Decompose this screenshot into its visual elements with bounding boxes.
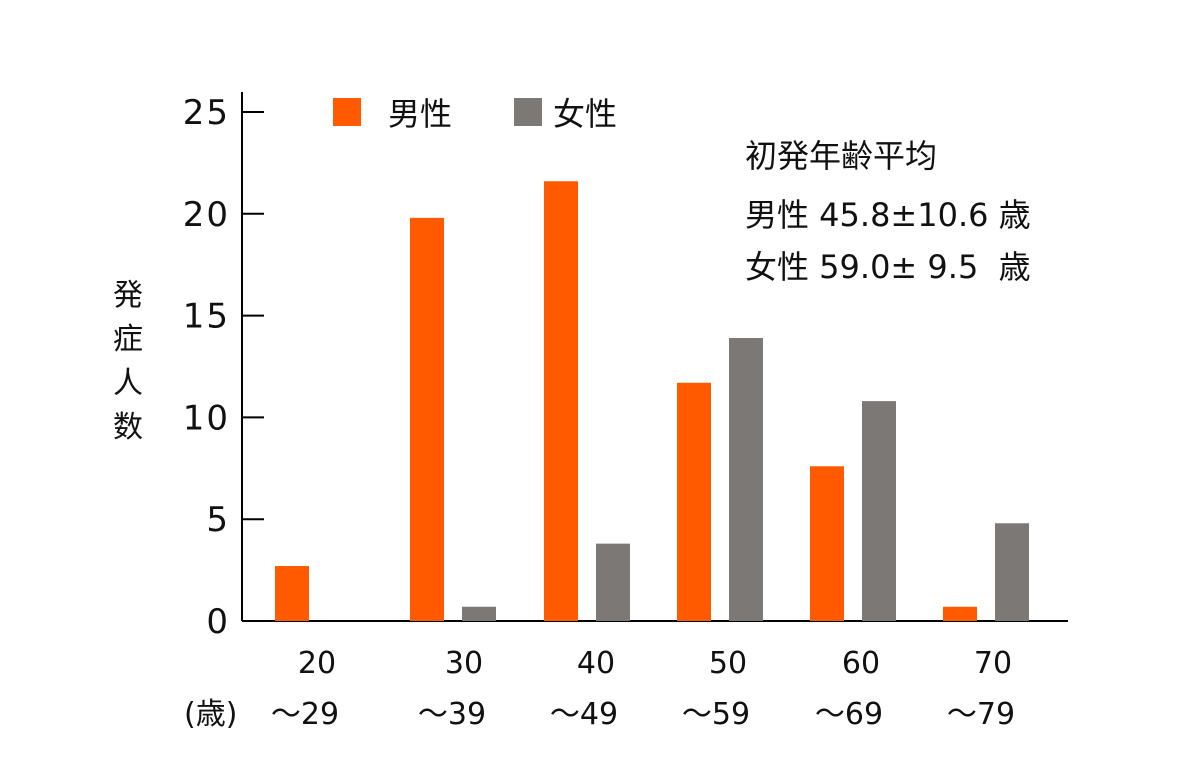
y-axis-label-char: 症 <box>113 322 143 357</box>
bar-male-50 <box>677 382 711 621</box>
bar-male-40 <box>544 181 578 621</box>
bars <box>275 181 1029 621</box>
x-category-bottom: ～29 <box>271 697 339 732</box>
bar-male-30 <box>410 217 444 621</box>
bar-female-50 <box>729 337 763 621</box>
y-tick-label: 20 <box>183 195 230 235</box>
x-category-bottom: ～69 <box>815 697 883 732</box>
y-ticks: 0 5 10 15 20 25 <box>183 93 264 642</box>
x-unit-label: (歳) <box>184 697 237 732</box>
y-tick-label: 15 <box>183 297 230 337</box>
x-category-bottom: ～49 <box>550 697 618 732</box>
x-category-bottom: ～59 <box>682 697 750 732</box>
bar-male-60 <box>810 466 844 621</box>
bar-male-70 <box>943 606 977 621</box>
y-axis-label-char: 数 <box>113 410 143 445</box>
y-tick-label: 25 <box>183 93 230 133</box>
legend-label-male: 男性 <box>388 95 452 133</box>
bar-male-20 <box>275 566 309 621</box>
y-tick-label: 5 <box>206 500 230 540</box>
annotation-female: 女性 59.0± 9.5 歳 <box>745 248 1031 286</box>
legend-swatch-male <box>333 98 361 126</box>
annotation-title: 初発年齢平均 <box>745 137 937 175</box>
x-category-bottom: ～79 <box>947 697 1015 732</box>
average-onset-annotation: 初発年齢平均 男性 45.8±10.6 歳 女性 59.0± 9.5 歳 <box>745 137 1031 286</box>
x-category-top: 30 <box>445 646 483 681</box>
x-category-top: 50 <box>709 646 747 681</box>
x-category-top: 60 <box>842 646 880 681</box>
y-axis-label-char: 発 <box>113 278 143 313</box>
legend: 男性 女性 <box>333 95 617 133</box>
legend-swatch-female <box>514 98 542 126</box>
y-axis-label-char: 人 <box>113 366 143 401</box>
x-categories: 20 30 40 50 60 70 ～29 ～39 ～49 ～59 ～69 ～79 <box>271 646 1015 732</box>
y-tick-label: 10 <box>183 398 230 438</box>
bar-female-30 <box>462 606 496 621</box>
x-category-top: 40 <box>577 646 615 681</box>
annotation-male: 男性 45.8±10.6 歳 <box>745 196 1031 234</box>
bar-female-60 <box>862 401 896 621</box>
x-category-top: 20 <box>298 646 336 681</box>
x-category-top: 70 <box>974 646 1012 681</box>
bar-female-70 <box>995 523 1029 621</box>
legend-label-female: 女性 <box>553 95 617 133</box>
bar-female-40 <box>596 543 630 621</box>
y-tick-label: 0 <box>206 602 230 642</box>
x-category-bottom: ～39 <box>418 697 486 732</box>
axes <box>241 92 1068 622</box>
